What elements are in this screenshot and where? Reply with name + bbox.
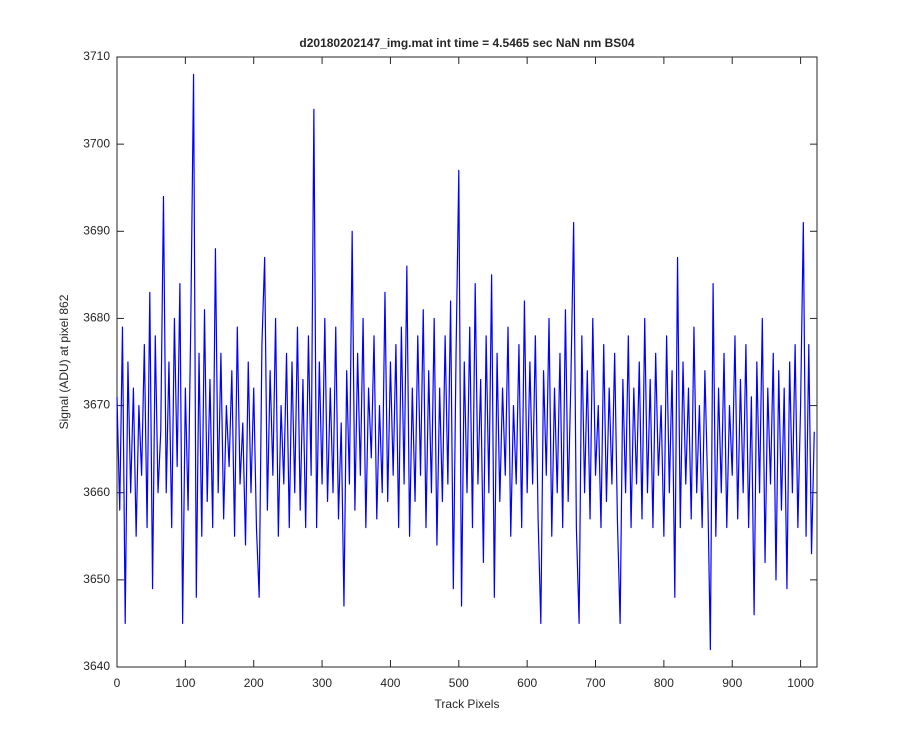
chart-title: d20180202147_img.mat int time = 4.5465 s…: [299, 36, 635, 50]
x-axis-label: Track Pixels: [435, 697, 500, 711]
y-tick-label: 3690: [83, 223, 110, 237]
x-tick-label: 700: [586, 676, 606, 690]
y-tick-label: 3670: [83, 398, 110, 412]
y-tick-label: 3650: [83, 572, 110, 586]
y-tick-label: 3680: [83, 311, 110, 325]
plot-frame: [116, 56, 818, 668]
data-line: [116, 73, 815, 651]
x-tick-label: 500: [449, 676, 469, 690]
x-tick-label: 400: [380, 676, 400, 690]
y-axis-label: Signal (ADU) at pixel 862: [57, 294, 71, 429]
x-tick-label: 200: [244, 676, 264, 690]
x-tick-label: 800: [654, 676, 674, 690]
y-tick-label: 3640: [83, 659, 110, 673]
x-tick-label: 300: [312, 676, 332, 690]
x-tick-label: 100: [175, 676, 195, 690]
y-tick-label: 3700: [83, 136, 110, 150]
y-tick-label: 3710: [83, 49, 110, 63]
x-tick-label: 1000: [787, 676, 814, 690]
x-tick-label: 0: [114, 676, 121, 690]
x-tick-label: 900: [722, 676, 742, 690]
x-tick-label: 600: [517, 676, 537, 690]
y-tick-label: 3660: [83, 485, 110, 499]
